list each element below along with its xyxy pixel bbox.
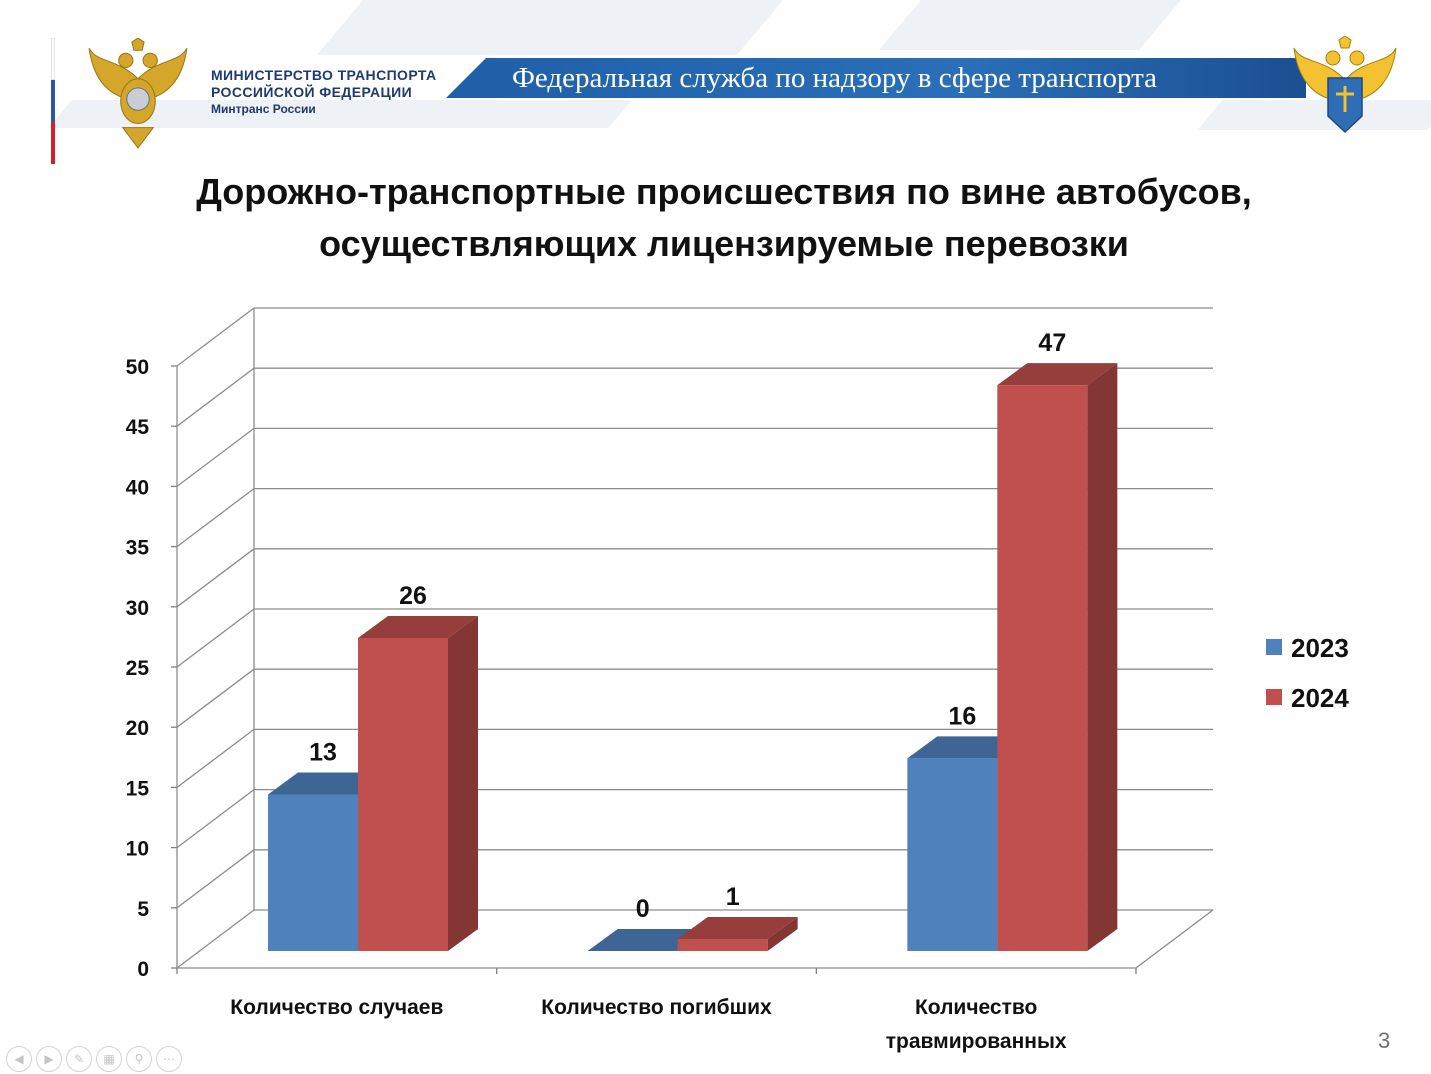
bar-top xyxy=(677,916,798,939)
data-label: 0 xyxy=(636,895,650,923)
gridline-diagonal xyxy=(176,849,255,909)
bar xyxy=(677,938,768,951)
y-tick-label: 45 xyxy=(126,416,150,439)
category-label: травмированных xyxy=(886,1030,1067,1053)
y-tick-label: 20 xyxy=(126,717,149,740)
y-tick-label: 0 xyxy=(137,958,149,981)
flag-white-segment xyxy=(51,38,55,80)
page-number: 3 xyxy=(1378,1028,1391,1053)
zoom-icon[interactable]: ⚲ xyxy=(126,1046,152,1072)
bar-top xyxy=(997,363,1118,386)
prev-icon[interactable]: ◀ xyxy=(6,1046,32,1072)
legend-swatch xyxy=(1266,689,1282,705)
slides-icon[interactable]: ▦ xyxy=(96,1046,122,1072)
russian-flag-line xyxy=(51,38,55,164)
ministry-name-line2: РОССИЙСКОЙ ФЕДЕРАЦИИ xyxy=(211,84,413,100)
pen-icon[interactable]: ✎ xyxy=(66,1046,92,1072)
slide-title: Дорожно-транспортные происшествия по вин… xyxy=(0,166,1431,270)
legend-label: 2024 xyxy=(1291,683,1349,713)
y-tick-label: 25 xyxy=(126,657,150,680)
gridline-diagonal xyxy=(176,608,255,668)
gridline-diagonal xyxy=(176,307,255,367)
y-tick-label: 35 xyxy=(126,537,150,560)
data-label: 16 xyxy=(948,702,976,730)
slide-title-line2: осуществляющих лицензируемые перевозки xyxy=(319,223,1129,264)
gridline-diagonal xyxy=(176,367,255,427)
gridline-diagonal xyxy=(176,789,255,849)
gridline-diagonal xyxy=(176,427,255,487)
y-tick-label: 15 xyxy=(126,777,150,800)
bar xyxy=(997,385,1088,951)
category-label: Количество xyxy=(915,996,1037,1019)
gridline-diagonal xyxy=(176,488,255,548)
slide-title-line1: Дорожно-транспортные происшествия по вин… xyxy=(196,171,1252,212)
service-banner xyxy=(446,58,1306,98)
data-label: 1 xyxy=(726,883,740,911)
legend-swatch xyxy=(1266,639,1282,655)
y-tick-label: 5 xyxy=(137,898,149,921)
ministry-name-line1: МИНИСТЕРСТВО ТРАНСПОРТА xyxy=(211,67,437,83)
data-label: 26 xyxy=(399,582,427,610)
gridline-diagonal xyxy=(176,548,255,608)
ministry-name: МИНИСТЕРСТВО ТРАНСПОРТА РОССИЙСКОЙ ФЕДЕР… xyxy=(211,67,436,118)
gridline-diagonal xyxy=(176,668,255,728)
y-tick-label: 30 xyxy=(126,597,149,620)
ministry-emblem-icon xyxy=(88,38,188,149)
bar xyxy=(268,794,358,951)
flag-blue-segment xyxy=(51,80,55,122)
data-label: 47 xyxy=(1038,329,1066,357)
y-tick-label: 40 xyxy=(126,476,149,499)
bar-side xyxy=(1087,363,1118,951)
bar-side xyxy=(767,916,798,951)
service-title: Федеральная служба по надзору в сфере тр… xyxy=(512,62,1158,94)
y-tick-label: 10 xyxy=(126,838,149,861)
slideshow-controls: ◀ ▶ ✎ ▦ ⚲ ⋯ xyxy=(6,1046,182,1072)
more-icon[interactable]: ⋯ xyxy=(156,1046,182,1072)
flag-red-segment xyxy=(51,122,55,164)
bar xyxy=(907,758,998,951)
ministry-short-name: Минтранс России xyxy=(211,102,316,116)
service-emblem-icon xyxy=(1293,36,1397,134)
gridline-diagonal xyxy=(176,909,255,969)
legend-label: 2023 xyxy=(1291,633,1349,663)
gridline-diagonal xyxy=(176,728,255,788)
floor-edge xyxy=(1135,909,1214,969)
category-label: Количество случаев xyxy=(230,996,443,1019)
next-icon[interactable]: ▶ xyxy=(36,1046,62,1072)
category-label: Количество погибших xyxy=(541,996,772,1019)
bar-side xyxy=(448,615,478,951)
bar xyxy=(358,637,448,951)
bar-top xyxy=(358,615,478,638)
y-tick-label: 50 xyxy=(126,356,149,379)
data-label: 13 xyxy=(309,738,337,766)
